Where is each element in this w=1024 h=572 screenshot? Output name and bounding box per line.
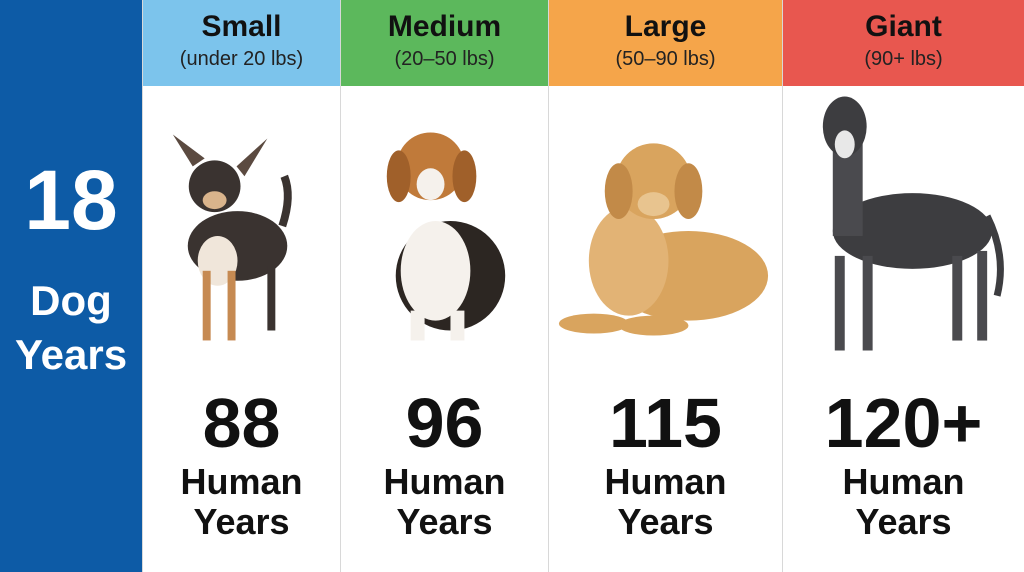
- human-years-label: Human Years: [180, 461, 303, 542]
- dog-image: [386, 132, 506, 341]
- size-title: Medium: [387, 10, 502, 43]
- size-weight: (under 20 lbs): [179, 48, 304, 70]
- size-title: Small: [201, 10, 282, 43]
- size-title: Large: [624, 10, 707, 43]
- column-header: Large (50–90 lbs): [549, 0, 782, 86]
- column-header: Giant (90+ lbs): [783, 0, 1024, 86]
- dog-years-number: 18: [24, 153, 118, 247]
- column-small: Small (under 20 lbs) 88 Human Years: [142, 0, 340, 572]
- human-years-value: 88: [202, 384, 281, 462]
- column-header: Medium (20–50 lbs): [341, 0, 548, 86]
- human-years-label: Human Years: [604, 461, 727, 542]
- dog-years-label: Dog Years: [14, 277, 128, 378]
- dog-image: [558, 143, 769, 336]
- sidebar: 18 Dog Years: [0, 0, 142, 572]
- size-weight: (50–90 lbs): [615, 48, 716, 70]
- size-weight: (20–50 lbs): [394, 48, 495, 70]
- column-header: Small (under 20 lbs): [143, 0, 340, 86]
- human-years-value: 96: [405, 384, 484, 462]
- human-years-value: 115: [609, 384, 722, 462]
- dog-image: [172, 134, 292, 341]
- human-years-label: Human Years: [383, 461, 506, 542]
- human-years-value: 120+: [824, 384, 983, 462]
- column-medium: Medium (20–50 lbs) 96 Human Years: [340, 0, 548, 572]
- dog-image: [822, 96, 1004, 351]
- column-giant: Giant (90+ lbs) 120+ Human Years: [782, 0, 1024, 572]
- size-weight: (90+ lbs): [864, 48, 943, 70]
- size-title: Giant: [865, 10, 942, 43]
- human-years-label: Human Years: [842, 461, 965, 542]
- column-large: Large (50–90 lbs) 115 Human Years: [548, 0, 782, 572]
